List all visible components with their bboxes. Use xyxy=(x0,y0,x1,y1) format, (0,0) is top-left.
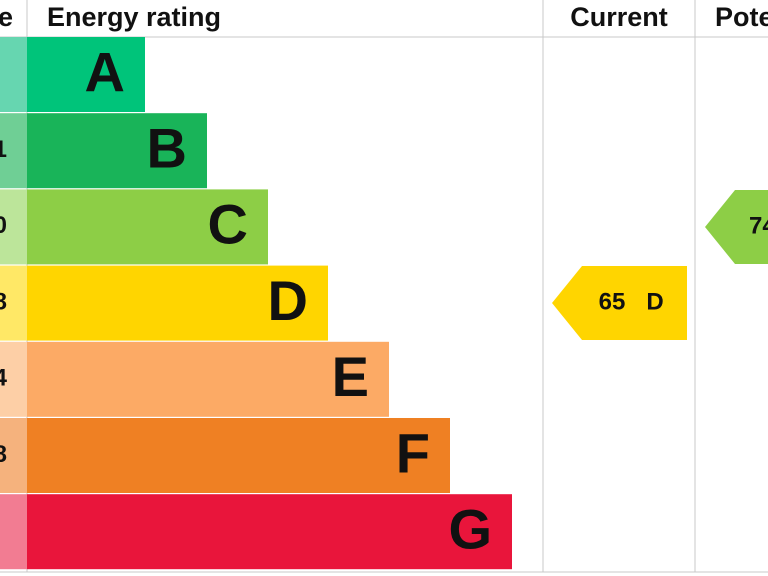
score-cell xyxy=(0,37,27,112)
score-header: e xyxy=(0,2,13,32)
score-cell xyxy=(0,189,27,265)
potential-score: 74 xyxy=(749,212,768,239)
score-range: 4 xyxy=(0,365,8,392)
rating-header: Energy rating xyxy=(47,2,221,32)
potential-header: Pote xyxy=(715,2,768,32)
band-letter: F xyxy=(396,421,430,484)
band-bar xyxy=(27,494,512,570)
band-letter: E xyxy=(332,345,369,408)
band-bar xyxy=(27,418,450,493)
score-range: 8 xyxy=(0,441,7,468)
band-letter: C xyxy=(208,193,248,256)
band-bar xyxy=(27,37,145,112)
band-bar xyxy=(27,113,207,189)
score-range: 8 xyxy=(0,288,7,315)
score-cell xyxy=(0,341,27,417)
score-range: 0 xyxy=(0,212,7,239)
band-bar xyxy=(27,265,328,341)
current-header: Current xyxy=(570,2,668,32)
band-letter: B xyxy=(147,116,187,179)
band-letter: G xyxy=(448,497,492,560)
score-cell xyxy=(0,113,27,189)
score-cell xyxy=(0,418,27,493)
current-score: 65 xyxy=(599,288,626,315)
band-letter: D xyxy=(268,269,308,332)
potential-arrow xyxy=(705,190,768,264)
score-cell xyxy=(0,265,27,341)
bands: AB 1 C 0 D 8 E 4 F 8 G xyxy=(0,37,512,570)
current-band: D xyxy=(646,288,663,315)
current-arrow xyxy=(552,266,687,340)
band-bar xyxy=(27,341,389,417)
band-letter: A xyxy=(85,40,125,103)
score-cell xyxy=(0,494,27,570)
score-range: 1 xyxy=(0,136,7,163)
band-bar xyxy=(27,189,268,265)
